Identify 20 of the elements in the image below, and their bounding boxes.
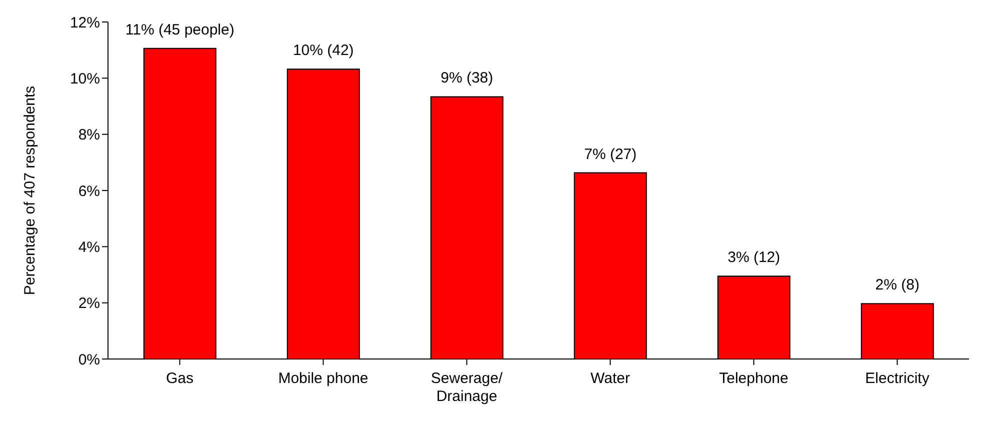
data-label: 2% (8) bbox=[875, 276, 920, 294]
x-tick-label: Water bbox=[590, 370, 630, 387]
y-tick-label: 4% bbox=[78, 238, 100, 256]
data-label: 9% (38) bbox=[440, 70, 494, 87]
y-tick-label: 0% bbox=[78, 351, 100, 368]
y-axis-title: Percentage of 407 respondents bbox=[21, 86, 38, 296]
x-tick-label: Mobile phone bbox=[278, 370, 368, 387]
y-tick-label: 6% bbox=[78, 182, 100, 200]
data-label: 11% (45 people) bbox=[125, 21, 234, 38]
x-tick-label: Sewerage/ Drainage bbox=[430, 370, 504, 405]
data-label: 7% (27) bbox=[584, 146, 637, 163]
y-tick-label: 2% bbox=[78, 295, 100, 312]
data-label: 10% (42) bbox=[292, 42, 354, 60]
data-label: 3% (12) bbox=[728, 249, 780, 266]
x-tick-label: Electricity bbox=[865, 370, 930, 387]
x-tick-label: Telephone bbox=[719, 370, 788, 387]
x-tick-label: Gas bbox=[166, 370, 194, 387]
y-tick-label: 8% bbox=[78, 126, 100, 144]
y-tick-label: 10% bbox=[70, 70, 100, 88]
y-tick-label: 12% bbox=[70, 14, 100, 32]
